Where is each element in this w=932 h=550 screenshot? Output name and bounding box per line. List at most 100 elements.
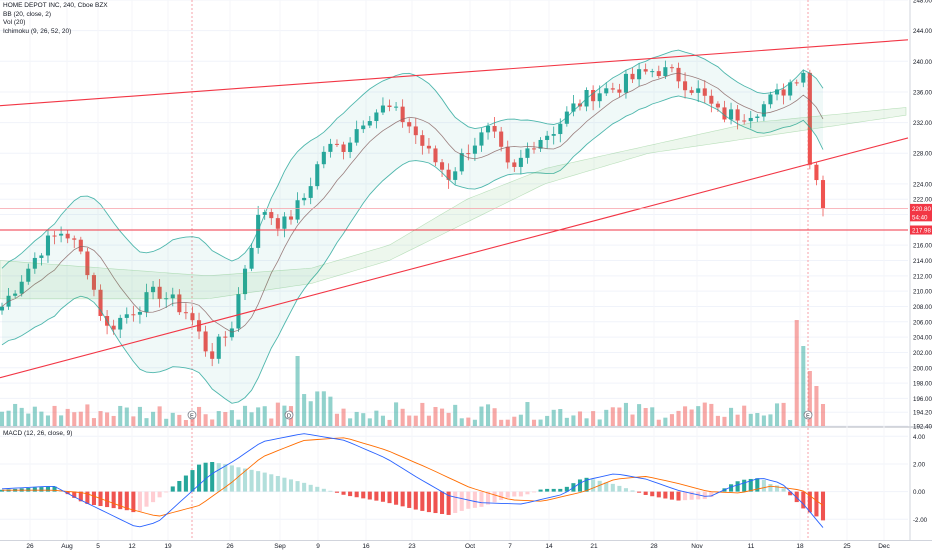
candle-body: [761, 104, 766, 117]
macd-hist-bar: [321, 488, 326, 492]
macd-hist-bar: [551, 488, 556, 492]
volume-bar: [650, 407, 655, 426]
candle-body: [558, 123, 563, 135]
candle-body: [702, 88, 707, 96]
volume-bar: [262, 406, 267, 426]
time-tick-label: 14: [545, 543, 553, 550]
volume-bar: [59, 415, 64, 426]
volume-bar: [512, 416, 517, 426]
volume-bar: [446, 412, 451, 426]
macd-hist-bar: [479, 491, 484, 507]
volume-bar: [387, 419, 392, 426]
candle-body: [650, 71, 655, 73]
macd-hist-bar: [118, 491, 123, 510]
candle-body: [551, 134, 556, 136]
candle-body: [755, 116, 760, 118]
macd-hist-bar: [545, 488, 550, 492]
volume-bar: [643, 408, 648, 426]
volume-bar: [275, 402, 280, 426]
macd-hist-bar: [768, 484, 773, 492]
macd-hist-bar: [794, 491, 799, 503]
volume-bar: [440, 408, 445, 426]
candle-body: [295, 200, 300, 220]
candle-body: [426, 145, 431, 149]
volume-bar: [203, 414, 208, 426]
macd-hist-bar: [426, 491, 431, 513]
volume-bar: [768, 414, 773, 426]
macd-hist-bar: [617, 485, 622, 492]
macd-hist-bar: [295, 481, 300, 492]
macd-line: [1, 433, 824, 528]
volume-bar: [801, 346, 806, 426]
volume-bar: [367, 418, 372, 426]
candle-body: [689, 90, 694, 93]
event-marker-label: E: [806, 413, 810, 419]
macd-hist-bar: [91, 491, 96, 505]
volume-bar: [223, 412, 228, 426]
candle-body: [170, 294, 175, 299]
volume-bar: [45, 415, 51, 426]
candle-body: [814, 164, 819, 181]
macd-hist-bar: [676, 491, 681, 501]
candle-body: [203, 331, 208, 352]
price-tick-label: 244.00: [913, 28, 932, 35]
volume-bar: [380, 415, 385, 426]
candle-body: [111, 325, 116, 330]
price-tick-label: 248.00: [913, 0, 932, 5]
macd-hist-bar: [229, 465, 234, 492]
last-price-label: 220.80: [912, 206, 931, 213]
macd-tick-label: -2.00: [913, 517, 928, 524]
volume-bar: [518, 414, 523, 426]
macd-hist-bar: [781, 488, 786, 492]
price-tick-label: 204.00: [913, 335, 932, 342]
macd-hist-bar: [242, 468, 248, 492]
candle-body: [623, 73, 628, 93]
candle-body: [538, 139, 543, 149]
candle-body: [604, 88, 609, 94]
macd-hist-bar: [577, 479, 583, 492]
price-tick-label: 222.00: [913, 197, 932, 204]
candle-body: [433, 148, 438, 163]
volume-bar: [531, 419, 537, 426]
candle-body: [413, 126, 418, 136]
macd-signal-line: [2, 437, 824, 517]
macd-hist-bar: [742, 479, 747, 492]
volume-bar: [197, 406, 202, 426]
candle-body: [98, 289, 103, 316]
candle-body: [72, 238, 77, 240]
candle-body: [788, 82, 793, 96]
volume-bar: [492, 408, 497, 426]
macd-hist-bar: [584, 477, 589, 492]
candle-body: [45, 235, 51, 256]
volume-bar: [328, 396, 333, 426]
bb-upper: [1, 49, 824, 269]
candle-body: [91, 275, 96, 290]
volume-bar: [742, 405, 747, 426]
macd-hist-bar: [610, 483, 615, 492]
macd-hist-bar: [440, 491, 445, 514]
time-tick-label: 5: [96, 543, 100, 550]
macd-hist-bar: [433, 491, 438, 514]
macd-hist-bar: [774, 485, 780, 492]
macd-hist-bar: [144, 491, 149, 507]
candle-body: [715, 103, 720, 108]
price-tick-label: 206.00: [913, 319, 932, 326]
macd-hist-bar: [400, 491, 405, 507]
time-tick-label: 23: [408, 543, 416, 550]
candle-body: [387, 105, 392, 107]
macd-hist-bar: [203, 462, 208, 492]
time-tick-label: 21: [590, 543, 598, 550]
volume-bar: [6, 410, 11, 426]
volume-bar: [151, 411, 156, 426]
macd-hist-bar: [157, 491, 162, 498]
volume-bar: [637, 404, 642, 426]
macd-hist-bar: [637, 491, 642, 493]
candle-body: [571, 103, 576, 112]
volume-bar: [577, 411, 583, 426]
macd-hist-bar: [538, 489, 543, 492]
event-marker: [187, 410, 197, 420]
volume-bar: [689, 409, 694, 426]
candle-body: [380, 105, 385, 113]
candle-body: [137, 311, 142, 315]
